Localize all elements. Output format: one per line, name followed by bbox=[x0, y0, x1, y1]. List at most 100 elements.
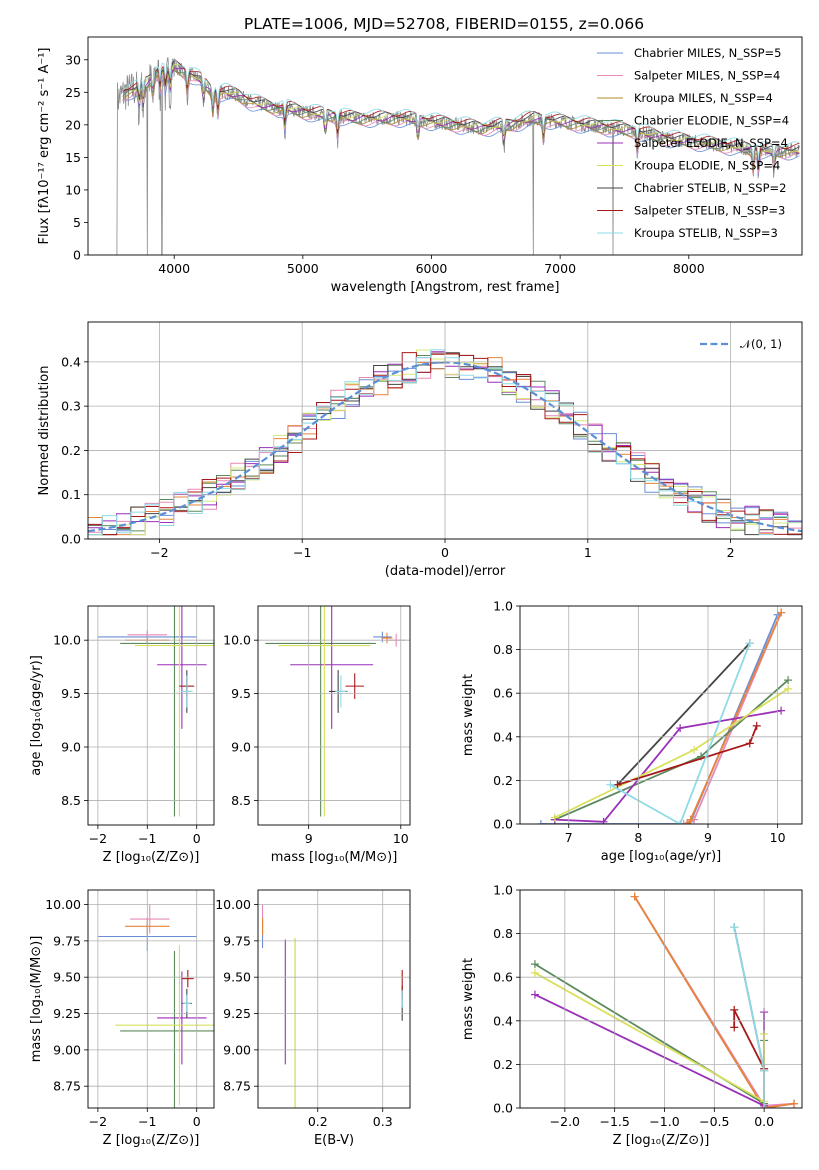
x-tick-label: 7000 bbox=[544, 261, 576, 276]
axes-frame bbox=[257, 889, 411, 1109]
y-tick-label: 0 bbox=[73, 248, 81, 263]
x-axis-label: Z [log₁₀(Z/Z⊙)] bbox=[103, 1133, 200, 1148]
y-tick-label: 9.50 bbox=[223, 970, 251, 985]
x-axis-label: wavelength [Angstrom, rest frame] bbox=[331, 280, 560, 295]
x-tick-label: 0 bbox=[193, 831, 201, 846]
plot-area-age_vs_mass bbox=[265, 606, 406, 817]
weight-point bbox=[613, 780, 622, 789]
model-8 bbox=[122, 58, 800, 164]
x-tick-label: −2 bbox=[150, 545, 168, 560]
y-tick-label: 0.6 bbox=[493, 686, 513, 701]
weight-line-3 bbox=[554, 679, 789, 821]
y-tick-label: 0.8 bbox=[493, 642, 513, 657]
axes-frame bbox=[519, 605, 803, 825]
weight-point bbox=[606, 780, 615, 789]
x-tick-label: −0.5 bbox=[699, 1114, 729, 1129]
plot-area-spectrum bbox=[116, 57, 800, 255]
x-tick-label: 2 bbox=[727, 545, 735, 560]
x-axis-label: age [log₁₀(age/yr)] bbox=[601, 849, 722, 864]
y-tick-label: 0.4 bbox=[61, 354, 81, 369]
y-tick-label: 9.0 bbox=[231, 740, 251, 755]
plots: 4000 5000 6000 7000 8000051015202530waveleng… bbox=[29, 36, 803, 1148]
x-tick-label: 6000 bbox=[416, 261, 448, 276]
legend-entry-2: Kroupa MILES, N_SSP=4 bbox=[634, 91, 773, 105]
panel-age_vs_mass: 9 10 8.5 9.0 9.5 10.0 mass [log₁₀(M/M⊙)] bbox=[223, 605, 411, 865]
y-tick-label: 9.75 bbox=[53, 933, 81, 948]
y-tick-label: 0.8 bbox=[493, 926, 513, 941]
weight-point bbox=[745, 639, 754, 648]
y-axis-label: mass weight bbox=[461, 674, 476, 756]
y-tick-label: 0.3 bbox=[61, 399, 81, 414]
y-tick-label: 9.25 bbox=[223, 1006, 251, 1021]
y-tick-label: 9.00 bbox=[53, 1042, 81, 1057]
weight-line-8 bbox=[610, 642, 751, 824]
x-tick-label: 10 bbox=[393, 831, 409, 846]
y-axis-label: Flux [fλ10⁻¹⁷ erg cm⁻² s⁻¹ A⁻¹] bbox=[37, 48, 52, 245]
panel-mass_vs_Z: −2 −1 0 8.75 9.00 9.25 9.50 9.75 10.00 Z [log₁₀(Z… bbox=[29, 889, 215, 1148]
x-tick-label: 0 bbox=[193, 1114, 201, 1129]
weight-point bbox=[676, 820, 685, 824]
legend-entry-0: Chabrier MILES, N_SSP=5 bbox=[634, 46, 781, 60]
axes-frame bbox=[519, 889, 803, 1109]
weight-point bbox=[630, 892, 639, 901]
weight-point bbox=[683, 820, 692, 824]
y-tick-label: 10 bbox=[65, 182, 81, 197]
x-tick-label: 0.2 bbox=[308, 1114, 328, 1129]
y-tick-label: 10.00 bbox=[215, 897, 251, 912]
plot-area-mass_vs_Z bbox=[97, 904, 214, 1108]
y-tick-label: 30 bbox=[65, 52, 81, 67]
weight-point bbox=[777, 706, 786, 715]
x-tick-label: −1 bbox=[138, 831, 156, 846]
y-tick-label: 15 bbox=[65, 150, 81, 165]
y-tick-label: 0.2 bbox=[61, 443, 81, 458]
weight-line-6 bbox=[616, 642, 751, 786]
x-tick-label: 0.3 bbox=[373, 1114, 393, 1129]
x-tick-label: 1 bbox=[584, 545, 592, 560]
legend-entry-3: Chabrier ELODIE, N_SSP=4 bbox=[634, 114, 789, 128]
x-tick-label: 4000 bbox=[158, 261, 190, 276]
x-tick-label: −2 bbox=[89, 831, 107, 846]
x-tick-label: 8 bbox=[634, 830, 642, 845]
weight-point bbox=[530, 968, 539, 977]
y-tick-label: 9.50 bbox=[53, 970, 81, 985]
panel-spectrum: 4000 5000 6000 7000 8000 0 5 10 15 20 25 30 waveleng… bbox=[37, 36, 803, 295]
y-tick-label: 0.6 bbox=[493, 970, 513, 985]
weight-line-2 bbox=[633, 896, 795, 1108]
weight-point bbox=[730, 1005, 739, 1014]
axes-frame bbox=[257, 605, 411, 826]
weight-point bbox=[752, 721, 761, 730]
y-tick-label: 8.5 bbox=[231, 793, 251, 808]
y-axis-label: mass [log₁₀(M/M⊙)] bbox=[29, 936, 44, 1063]
figure-title: PLATE=1006, MJD=52708, FIBERID=0155, z=0… bbox=[244, 15, 644, 33]
y-tick-label: 0.0 bbox=[493, 817, 513, 832]
y-axis-label: Normed distribution bbox=[37, 366, 52, 496]
y-tick-label: 0.0 bbox=[61, 532, 81, 547]
plot-area-weight_vs_age bbox=[536, 608, 793, 824]
y-tick-label: 25 bbox=[65, 85, 81, 100]
legend-entry-5: Kroupa ELODIE, N_SSP=4 bbox=[634, 159, 780, 173]
x-tick-label: −1.5 bbox=[599, 1114, 629, 1129]
x-tick-label: 0 bbox=[441, 545, 449, 560]
weight-point bbox=[790, 1099, 799, 1108]
x-tick-label: 9 bbox=[305, 831, 313, 846]
y-tick-label: 1.0 bbox=[493, 599, 513, 614]
weight-point bbox=[784, 684, 793, 693]
axes-frame bbox=[87, 889, 215, 1109]
x-tick-label: −2 bbox=[89, 1114, 107, 1129]
y-tick-label: 0.2 bbox=[493, 1057, 513, 1072]
y-tick-label: 0.4 bbox=[493, 1013, 513, 1028]
weight-line-5 bbox=[534, 972, 765, 1104]
weight-point bbox=[530, 960, 539, 969]
y-tick-label: 9.25 bbox=[53, 1006, 81, 1021]
weight-point bbox=[676, 724, 685, 733]
panel-weight_vs_Z: −2.0 −1.5 −1.0 −0.5 0.0 0.0 0.2 0.4 0.6 0.8 1.0 Z [… bbox=[461, 883, 803, 1148]
legend-gaussian-label: 𝒩(0, 1) bbox=[740, 337, 782, 351]
y-tick-label: 10.0 bbox=[223, 633, 251, 648]
y-axis-label: mass weight bbox=[461, 958, 476, 1040]
y-tick-label: 8.75 bbox=[53, 1079, 81, 1094]
y-tick-label: 0.2 bbox=[493, 773, 513, 788]
x-tick-label: 7 bbox=[565, 830, 573, 845]
y-tick-label: 0.1 bbox=[61, 487, 81, 502]
y-tick-label: 9.0 bbox=[61, 740, 81, 755]
